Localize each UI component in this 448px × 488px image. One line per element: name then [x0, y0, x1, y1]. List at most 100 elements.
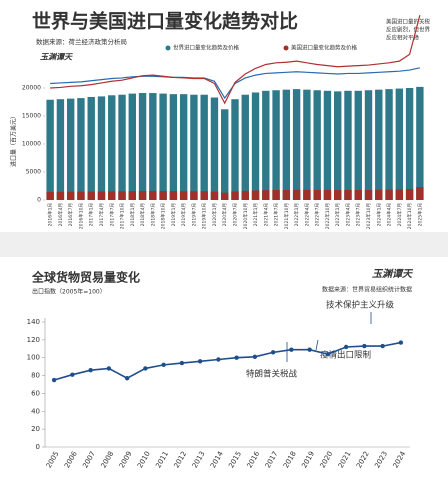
chart-title: 全球货物贸易量变化	[31, 270, 140, 285]
bar	[375, 189, 383, 200]
bar	[200, 191, 208, 200]
point	[289, 347, 294, 352]
bar	[395, 189, 404, 200]
bar	[231, 99, 239, 200]
arrow	[315, 339, 319, 351]
y-axis-label: 出口指数（2005年=100）	[32, 288, 106, 296]
x-tick-label: 2024年1月	[375, 203, 382, 226]
chart-title: 世界与美国进口量变化趋势对比	[32, 10, 298, 33]
bar	[108, 95, 116, 200]
y-tick-label: 15000	[22, 113, 41, 120]
x-tick-label: 2021年4月	[262, 203, 269, 226]
point	[380, 343, 385, 349]
bar	[272, 90, 280, 200]
y-tick-label: 0	[37, 197, 41, 204]
line	[53, 341, 402, 381]
point	[325, 351, 331, 357]
bar	[159, 93, 167, 200]
x-tick-label: 2020年4月	[221, 203, 228, 226]
bar	[334, 91, 342, 200]
subtitle: 数据来源：荷兰经济政策分析局	[36, 37, 127, 46]
bar	[108, 191, 116, 200]
bar	[221, 192, 229, 200]
logo: 玉渊谭天	[372, 268, 414, 280]
x-tick-label: 2019年1月	[170, 203, 177, 226]
bottom-card	[0, 257, 448, 488]
y-tick-label: 0	[36, 443, 40, 451]
bar	[149, 93, 157, 200]
x-tick-label: 2018年10月	[160, 203, 167, 229]
point	[234, 355, 239, 360]
bar	[354, 90, 362, 200]
x-tick-label: 2019年4月	[180, 203, 187, 226]
point	[216, 357, 221, 362]
y-tick-label: 40	[31, 407, 40, 415]
bar	[169, 191, 178, 200]
y-tick-label: 20	[31, 425, 40, 433]
y-tick-label: 60	[31, 389, 40, 397]
x-tick-label: 2019年10月	[201, 203, 208, 229]
bar	[77, 98, 85, 200]
bar	[118, 191, 126, 200]
point	[51, 377, 57, 383]
x-tick-label: 2019年7月	[190, 203, 197, 226]
bar	[149, 190, 157, 200]
x-tick-label: 2024年4月	[386, 203, 393, 226]
annotation: 特朗普关税战	[246, 369, 298, 380]
bar	[221, 109, 229, 200]
bar	[97, 191, 106, 200]
arrows	[286, 312, 372, 362]
x-tick-label: 2020年7月	[232, 203, 239, 226]
x-tick-label: 2023年4月	[344, 203, 351, 226]
bar	[292, 89, 301, 200]
x-tick-label: 2022年4月	[303, 203, 310, 226]
bar	[231, 191, 239, 200]
bar	[344, 190, 352, 200]
bar	[313, 189, 321, 200]
bar	[395, 88, 404, 200]
bar	[97, 96, 106, 200]
point	[362, 343, 367, 349]
bar	[251, 92, 260, 200]
bar	[138, 191, 147, 200]
bar	[118, 94, 126, 200]
bar	[77, 191, 85, 200]
bar	[241, 190, 249, 200]
legend-marker	[283, 45, 289, 51]
bar	[313, 90, 321, 200]
point	[124, 376, 130, 381]
line	[50, 15, 421, 105]
point	[143, 366, 148, 371]
bar	[46, 191, 54, 200]
bar	[282, 189, 291, 200]
bar	[364, 189, 373, 200]
bar	[179, 94, 188, 200]
y-tick-label: 10000	[22, 141, 41, 148]
bar	[87, 191, 95, 200]
bar	[56, 191, 65, 200]
x-tick-label: 2018年7月	[149, 203, 156, 226]
annotation: 疫情出口限制	[320, 350, 371, 361]
point	[307, 347, 312, 352]
bar	[159, 191, 167, 200]
y-tick-label: 100	[27, 354, 40, 362]
point	[179, 360, 185, 366]
bar	[354, 189, 362, 200]
logo: 玉渊谭天	[40, 53, 73, 62]
bar	[303, 189, 311, 200]
x-tick-label: 2024年10月	[406, 203, 413, 229]
bar	[416, 187, 424, 200]
bar	[66, 98, 75, 200]
bar	[364, 90, 373, 200]
annotation: 反应相对平稳	[386, 34, 420, 42]
legend-label: 世界进口量变化趋势及价格	[173, 44, 240, 52]
x-tick-label: 2020年10月	[242, 203, 249, 229]
bar	[128, 191, 136, 200]
point	[398, 340, 404, 345]
x-tick-label: 2017年1月	[88, 203, 95, 226]
x-tick-label: 2023年10月	[365, 203, 372, 229]
bar	[46, 99, 54, 200]
bar	[272, 190, 280, 200]
x-tick-label: 2021年7月	[273, 203, 280, 226]
